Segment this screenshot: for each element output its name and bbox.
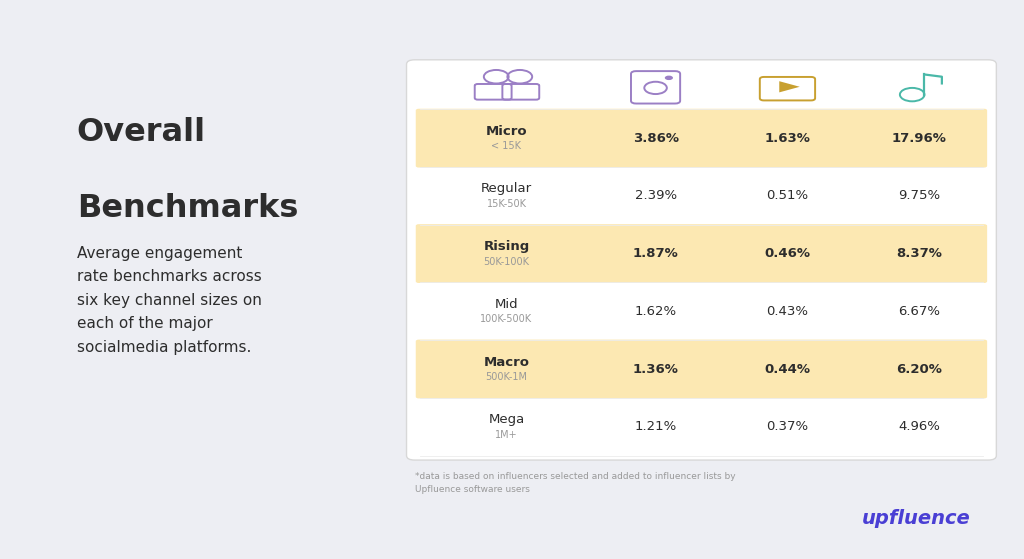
Text: Rising: Rising xyxy=(483,240,529,253)
Text: 17.96%: 17.96% xyxy=(892,131,947,145)
Text: 1M+: 1M+ xyxy=(496,430,518,440)
Text: *data is based on influencers selected and added to influencer lists by
Upfluenc: *data is based on influencers selected a… xyxy=(415,472,735,494)
Text: 6.67%: 6.67% xyxy=(898,305,940,318)
FancyBboxPatch shape xyxy=(416,224,987,283)
Text: 1.87%: 1.87% xyxy=(633,247,679,260)
Text: 8.37%: 8.37% xyxy=(896,247,942,260)
Text: 2.39%: 2.39% xyxy=(635,190,677,202)
Text: 6.20%: 6.20% xyxy=(896,362,942,376)
Text: 100K-500K: 100K-500K xyxy=(480,314,532,324)
Text: 0.37%: 0.37% xyxy=(766,420,809,433)
Text: 9.75%: 9.75% xyxy=(898,190,940,202)
Text: 0.44%: 0.44% xyxy=(765,362,810,376)
Text: 1.62%: 1.62% xyxy=(635,305,677,318)
Text: upfluence: upfluence xyxy=(862,509,971,528)
Text: 50K-100K: 50K-100K xyxy=(483,257,529,267)
Text: 1.36%: 1.36% xyxy=(633,362,679,376)
FancyBboxPatch shape xyxy=(407,60,996,460)
Text: 3.86%: 3.86% xyxy=(633,131,679,145)
Text: Micro: Micro xyxy=(485,125,527,138)
Text: 4.96%: 4.96% xyxy=(898,420,940,433)
Text: 15K-50K: 15K-50K xyxy=(486,199,526,209)
Text: Mega: Mega xyxy=(488,413,524,427)
Text: 1.63%: 1.63% xyxy=(765,131,810,145)
Text: Benchmarks: Benchmarks xyxy=(77,193,298,224)
Circle shape xyxy=(665,75,673,80)
Text: 500K-1M: 500K-1M xyxy=(485,372,527,382)
Text: 0.46%: 0.46% xyxy=(765,247,810,260)
Text: 0.43%: 0.43% xyxy=(766,305,809,318)
Text: < 15K: < 15K xyxy=(492,141,521,151)
FancyBboxPatch shape xyxy=(416,339,987,399)
Polygon shape xyxy=(779,81,800,92)
Text: Macro: Macro xyxy=(483,356,529,368)
Text: 0.51%: 0.51% xyxy=(766,190,809,202)
Text: Regular: Regular xyxy=(481,182,532,196)
FancyBboxPatch shape xyxy=(416,108,987,168)
Text: 1.21%: 1.21% xyxy=(635,420,677,433)
Text: Mid: Mid xyxy=(495,298,518,311)
Text: Average engagement
rate benchmarks across
six key channel sizes on
each of the m: Average engagement rate benchmarks acros… xyxy=(77,246,262,354)
Text: Overall: Overall xyxy=(77,117,206,148)
